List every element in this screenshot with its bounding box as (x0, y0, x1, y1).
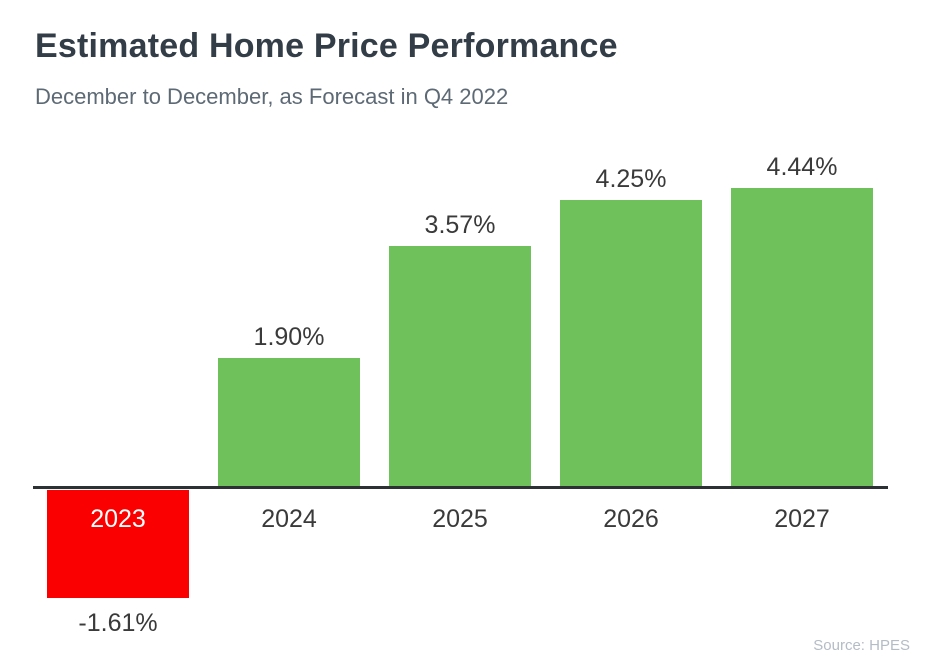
bar-value-label: 4.44% (766, 153, 838, 181)
bar-value-label: -1.61% (78, 609, 158, 637)
bar-value-label: 1.90% (253, 323, 325, 351)
source-credit: Source: HPES (813, 637, 910, 654)
bar-year-label: 2026 (603, 505, 659, 533)
bar-year-label: 2027 (774, 505, 830, 533)
bar-2027 (731, 188, 873, 486)
x-axis-line (33, 486, 888, 489)
bar-year-label: 2025 (432, 505, 488, 533)
chart-subtitle: December to December, as Forecast in Q4 … (35, 84, 509, 109)
bar-value-label: 3.57% (424, 211, 496, 239)
bar-2025 (389, 246, 531, 486)
bar-year-label: 2023 (90, 505, 146, 533)
bar-2026 (560, 200, 702, 486)
chart-title: Estimated Home Price Performance (35, 27, 618, 65)
bar-2023 (47, 490, 189, 598)
bar-2024 (218, 358, 360, 486)
bar-year-label: 2024 (261, 505, 317, 533)
bar-value-label: 4.25% (595, 165, 667, 193)
